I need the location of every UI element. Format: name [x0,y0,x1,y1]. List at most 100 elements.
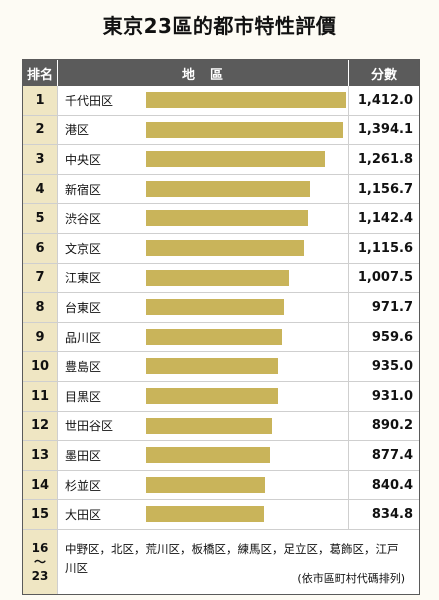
area-name: 品川区 [65,330,102,345]
area-name: 台東区 [65,300,102,315]
area-cell: 大田区 [58,500,349,529]
area-cell: 品川区 [58,322,349,352]
score-bar [146,269,289,286]
score-value: 1,412.0 [357,92,413,108]
table-row: 10 豊島区 935.0 [23,352,419,382]
area-cell: 文京区 [58,233,349,263]
score-value: 1,142.4 [357,211,413,227]
score-bar [146,387,278,404]
area-name: 渋谷区 [65,212,102,227]
area-cell: 台東区 [58,293,349,322]
rank-cell: 12 [23,411,58,441]
area-name: 目黒区 [65,389,102,404]
score-bar [146,121,344,138]
table-row: 12 世田谷区 890.2 [23,411,419,442]
others-rank-tilde: ～ [33,555,46,569]
score-bar [146,358,279,375]
score-value: 959.6 [371,329,413,345]
score-bar [146,239,305,256]
score-value: 935.0 [371,359,413,375]
rank-column-header: 排名 [23,60,58,86]
table-header: 排名 地 區 分數 [23,60,419,86]
area-cell: 目黒区 [58,381,349,411]
rank-cell: 7 [23,263,58,293]
rank-cell: 6 [23,233,58,263]
score-value: 877.4 [371,447,413,463]
table-row: 14 杉並区 840.4 [23,470,419,501]
area-name: 大田区 [65,508,102,523]
table-row: 13 墨田区 877.4 [23,441,419,471]
score-value: 1,261.8 [357,151,413,167]
area-name: 杉並区 [65,478,102,493]
score-bar [146,210,308,227]
score-bar [146,151,325,168]
area-name: 世田谷区 [65,419,114,434]
table-row: 6 文京区 1,115.6 [23,233,419,264]
rank-cell: 13 [23,441,58,470]
table-row: 7 江東区 1,007.5 [23,263,419,294]
score-value: 840.4 [371,477,413,493]
area-cell: 豊島区 [58,352,349,381]
rank-cell: 5 [23,204,58,233]
ranking-table: 排名 地 區 分數 1 千代田区 1,412.0 2 港区 1,394.1 3 中央区 1,26… [22,59,420,595]
score-value: 1,394.1 [357,122,413,138]
others-body: 中野区，北区，荒川区，板橋区，練馬区，足立区，葛飾区，江戸川区 (依市區町村代碼… [58,530,419,594]
page-title: 東京23區的都市特性評價 [102,14,337,38]
table-row: 4 新宿区 1,156.7 [23,174,419,205]
score-value: 1,115.6 [357,240,413,256]
score-bar [146,417,273,434]
table-row: 5 渋谷区 1,142.4 [23,204,419,234]
score-value: 1,156.7 [357,181,413,197]
rank-cell: 15 [23,500,58,529]
others-rank: 16 ～ 23 [23,530,58,594]
score-value: 971.7 [371,299,413,315]
score-bar [146,447,271,464]
table-row: 1 千代田区 1,412.0 [23,86,419,116]
area-name: 千代田区 [65,93,114,108]
area-cell: 港区 [58,115,349,145]
others-note: (依市區町村代碼排列) [297,572,405,585]
area-name: 中央区 [65,152,102,167]
table-row: 11 目黒区 931.0 [23,381,419,412]
others-rank-top: 16 [31,541,49,555]
score-value: 1,007.5 [357,270,413,286]
area-name: 新宿区 [65,182,102,197]
area-name: 豊島区 [65,360,102,375]
ranking-rows: 1 千代田区 1,412.0 2 港区 1,394.1 3 中央区 1,261.8 4 新宿区 1,1… [23,86,419,530]
table-row: 2 港区 1,394.1 [23,115,419,146]
area-cell: 江東区 [58,263,349,293]
rank-cell: 8 [23,293,58,322]
area-cell: 中央区 [58,145,349,174]
score-bar [146,180,310,197]
area-name: 文京区 [65,241,102,256]
rank-cell: 11 [23,381,58,411]
rank-cell: 2 [23,115,58,145]
others-rank-bottom: 23 [31,569,49,583]
score-bar [146,92,346,108]
area-cell: 杉並区 [58,470,349,500]
area-column-header: 地 區 [58,60,349,86]
area-cell: 世田谷区 [58,411,349,441]
rank-cell: 3 [23,145,58,174]
others-list: 中野区，北区，荒川区，板橋区，練馬区，足立区，葛飾区，江戸川区 [65,542,399,575]
score-bar [146,328,282,345]
table-row: 8 台東区 971.7 [23,293,419,323]
score-value: 890.2 [371,418,413,434]
area-name: 墨田区 [65,448,102,463]
area-name: 江東区 [65,271,102,286]
area-cell: 新宿区 [58,174,349,204]
area-name: 港区 [65,123,90,138]
score-value: 834.8 [371,507,413,523]
score-value: 931.0 [371,388,413,404]
score-column-header: 分數 [370,67,397,83]
others-row: 16 ～ 23 中野区，北区，荒川区，板橋区，練馬区，足立区，葛飾区，江戸川区 … [23,530,419,594]
area-cell: 墨田区 [58,441,349,470]
table-row: 3 中央区 1,261.8 [23,145,419,175]
score-bar [146,299,284,316]
rank-cell: 4 [23,174,58,204]
area-cell: 千代田区 [58,86,349,115]
rank-cell: 1 [23,86,58,115]
rank-cell: 10 [23,352,58,381]
rank-cell: 14 [23,470,58,500]
score-bar [146,476,266,493]
